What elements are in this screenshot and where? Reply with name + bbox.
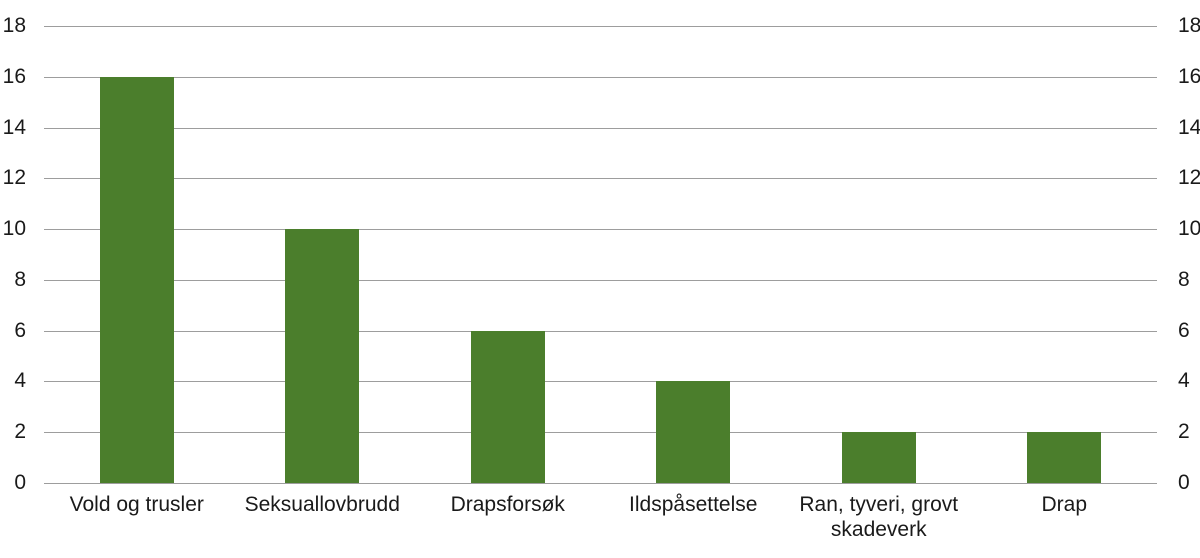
gridline	[44, 76, 1157, 78]
y-tick-label-left: 14	[2, 115, 26, 139]
category-label: Seksuallovbrudd	[244, 493, 400, 516]
y-tick-label-right: 16	[1178, 64, 1200, 88]
gridline	[44, 432, 1157, 434]
y-tick-label-right: 6	[1178, 318, 1190, 342]
gridline	[44, 26, 1157, 27]
y-tick-label-right: 4	[1178, 369, 1190, 393]
y-tick-label-right: 8	[1178, 267, 1190, 291]
y-tick-label-left: 6	[14, 318, 26, 342]
y-tick-label-right: 12	[1178, 166, 1200, 190]
gridline	[44, 178, 1157, 180]
y-tick-label-right: 0	[1178, 471, 1190, 494]
category-label: Ran, tyveri, grovt skadeverk	[799, 493, 959, 541]
y-tick-label-left: 4	[14, 369, 26, 393]
y-tick-label-right: 14	[1178, 115, 1200, 139]
gridline	[44, 279, 1157, 281]
bar	[1027, 432, 1102, 483]
y-tick-label-left: 16	[2, 64, 26, 88]
y-tick-label-left: 18	[2, 14, 26, 37]
bar	[285, 229, 360, 483]
y-tick-label-left: 10	[2, 217, 26, 241]
gridline	[44, 127, 1157, 129]
y-tick-label-right: 18	[1178, 14, 1200, 37]
category-label: Ildspåsettelse	[629, 493, 758, 516]
y-tick-label-left: 2	[14, 420, 26, 444]
y-tick-label-right: 2	[1178, 420, 1190, 444]
bar	[656, 381, 731, 483]
category-label: Vold og trusler	[69, 493, 204, 516]
gridline	[44, 330, 1157, 332]
gridline	[44, 381, 1157, 383]
category-label: Drapsforsøk	[450, 493, 565, 516]
y-tick-label-left: 0	[14, 471, 26, 494]
gridline	[44, 483, 1157, 484]
category-label: Drap	[1041, 493, 1088, 516]
bar	[99, 76, 174, 483]
gridline	[44, 229, 1157, 231]
y-tick-label-right: 10	[1178, 217, 1200, 241]
y-tick-label-left: 8	[14, 267, 26, 291]
y-tick-label-left: 12	[2, 166, 26, 190]
bar	[470, 330, 545, 483]
bar	[841, 432, 916, 483]
